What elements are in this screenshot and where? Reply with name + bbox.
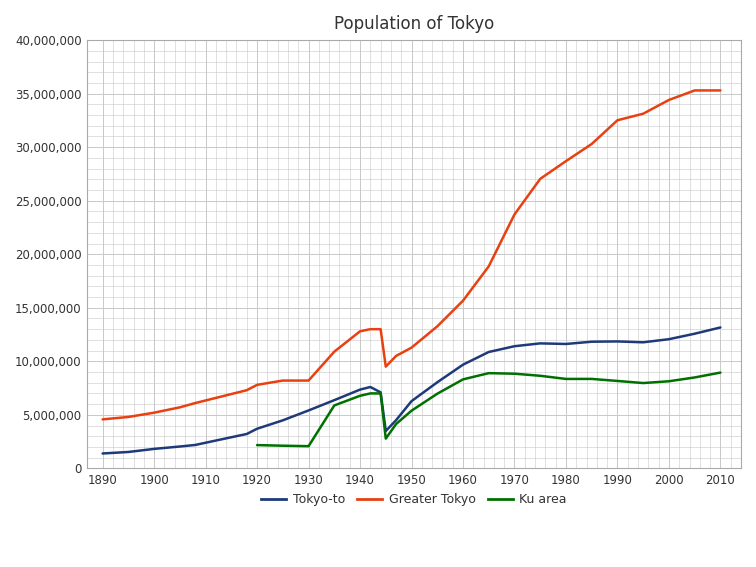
Tokyo-to	[392, 417, 401, 424]
Greater Tokyo	[150, 409, 159, 416]
Greater Tokyo	[175, 404, 184, 411]
Tokyo-to	[458, 361, 467, 368]
Greater Tokyo	[484, 263, 493, 270]
Tokyo-to	[330, 397, 339, 404]
Greater Tokyo	[458, 297, 467, 304]
Ku area	[484, 370, 493, 376]
Ku area	[510, 370, 519, 377]
Ku area	[366, 390, 375, 397]
Tokyo-to	[407, 397, 416, 404]
Greater Tokyo	[330, 348, 339, 355]
Ku area	[253, 442, 262, 448]
Legend: Tokyo-to, Greater Tokyo, Ku area: Tokyo-to, Greater Tokyo, Ku area	[256, 488, 572, 511]
Greater Tokyo	[392, 353, 401, 359]
Greater Tokyo	[587, 141, 596, 147]
Line: Tokyo-to: Tokyo-to	[103, 328, 720, 454]
Tokyo-to	[432, 379, 442, 386]
Ku area	[407, 407, 416, 414]
Ku area	[376, 390, 385, 397]
Tokyo-to	[150, 446, 159, 452]
Tokyo-to	[175, 443, 184, 450]
Greater Tokyo	[304, 377, 313, 384]
Tokyo-to	[355, 386, 364, 393]
Tokyo-to	[381, 428, 390, 434]
Greater Tokyo	[191, 400, 200, 407]
Ku area	[587, 375, 596, 382]
Greater Tokyo	[690, 87, 699, 94]
Line: Greater Tokyo: Greater Tokyo	[103, 90, 720, 420]
Ku area	[536, 373, 545, 379]
Tokyo-to	[98, 450, 107, 457]
Tokyo-to	[216, 436, 225, 443]
Greater Tokyo	[381, 363, 390, 370]
Tokyo-to	[191, 442, 200, 448]
Greater Tokyo	[407, 344, 416, 351]
Greater Tokyo	[366, 326, 375, 333]
Tokyo-to	[716, 324, 725, 331]
Ku area	[392, 421, 401, 428]
Tokyo-to	[278, 417, 287, 424]
Greater Tokyo	[536, 175, 545, 182]
Ku area	[562, 375, 571, 382]
Ku area	[330, 402, 339, 409]
Tokyo-to	[613, 338, 622, 345]
Greater Tokyo	[562, 158, 571, 164]
Tokyo-to	[562, 341, 571, 348]
Ku area	[690, 374, 699, 381]
Ku area	[639, 380, 648, 387]
Line: Ku area: Ku area	[257, 373, 720, 446]
Tokyo-to	[484, 349, 493, 356]
Greater Tokyo	[665, 96, 674, 103]
Tokyo-to	[242, 430, 251, 437]
Tokyo-to	[124, 448, 133, 455]
Ku area	[278, 442, 287, 449]
Tokyo-to	[253, 425, 262, 432]
Ku area	[665, 378, 674, 384]
Ku area	[304, 443, 313, 450]
Ku area	[355, 392, 364, 399]
Tokyo-to	[376, 389, 385, 396]
Greater Tokyo	[216, 393, 225, 400]
Tokyo-to	[536, 340, 545, 347]
Tokyo-to	[639, 339, 648, 346]
Tokyo-to	[366, 384, 375, 391]
Ku area	[432, 390, 442, 397]
Tokyo-to	[690, 331, 699, 337]
Greater Tokyo	[376, 326, 385, 333]
Greater Tokyo	[253, 382, 262, 388]
Greater Tokyo	[98, 416, 107, 423]
Title: Population of Tokyo: Population of Tokyo	[334, 15, 494, 33]
Greater Tokyo	[613, 117, 622, 124]
Greater Tokyo	[124, 413, 133, 420]
Greater Tokyo	[510, 211, 519, 218]
Ku area	[458, 376, 467, 383]
Tokyo-to	[510, 343, 519, 350]
Tokyo-to	[587, 338, 596, 345]
Greater Tokyo	[639, 111, 648, 117]
Greater Tokyo	[278, 377, 287, 384]
Greater Tokyo	[432, 323, 442, 330]
Ku area	[716, 369, 725, 376]
Greater Tokyo	[716, 87, 725, 94]
Tokyo-to	[304, 407, 313, 414]
Ku area	[613, 378, 622, 384]
Tokyo-to	[665, 336, 674, 342]
Ku area	[381, 435, 390, 442]
Greater Tokyo	[242, 387, 251, 393]
Greater Tokyo	[355, 328, 364, 335]
